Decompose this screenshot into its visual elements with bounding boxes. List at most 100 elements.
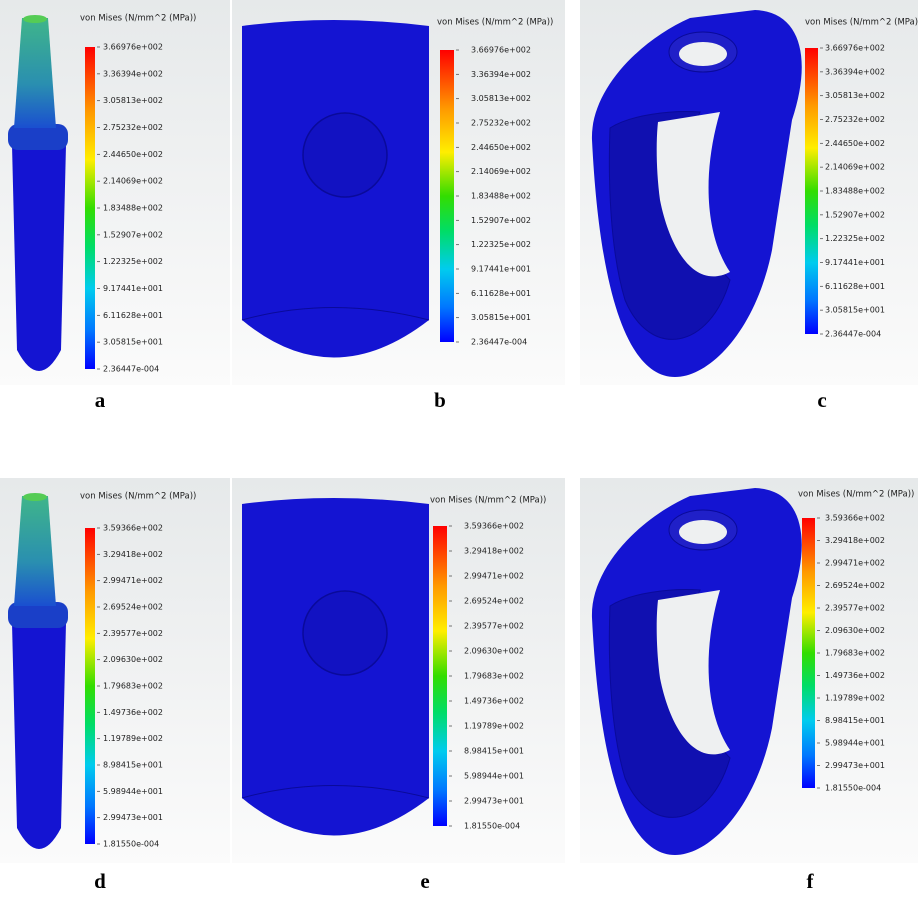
panel: von Mises (N/mm^2 (MPa)) 3.66976e+002 3.36… <box>580 0 918 412</box>
tick-label: 3.59366e+002 <box>103 524 163 533</box>
tick-label: 3.05813e+002 <box>471 94 531 103</box>
tick-label: 1.19789e+002 <box>825 694 885 703</box>
panel: von Mises (N/mm^2 (MPa)) 3.59366e+002 3.29… <box>580 478 918 893</box>
tick-label: 3.29418e+002 <box>103 550 163 559</box>
tick-label: 8.98415e+001 <box>825 716 885 725</box>
tick-label: 2.09630e+002 <box>103 655 163 664</box>
tick-label: 2.14069e+002 <box>103 177 163 186</box>
tick-label: 2.99471e+002 <box>464 572 524 581</box>
tick-label: 2.99471e+002 <box>825 559 885 568</box>
tick-label: 1.22325e+002 <box>103 257 163 266</box>
tick-label: 9.17441e+001 <box>471 265 531 274</box>
tick-label: 1.79683e+002 <box>103 682 163 691</box>
figure: von Mises (N/mm^2 (MPa)) 3.66976e+002 3.36… <box>0 0 918 899</box>
tick-label: 2.99473e+001 <box>103 813 163 822</box>
tick-label: 3.66976e+002 <box>825 44 885 53</box>
legend-title: von Mises (N/mm^2 (MPa)) <box>805 18 918 28</box>
tick-label: 2.39577e+002 <box>825 604 885 613</box>
color-bar <box>440 50 454 342</box>
tick-label: 2.69524e+002 <box>464 597 524 606</box>
tick-label: 2.75232e+002 <box>825 115 885 124</box>
tick-label: 1.81550e-004 <box>103 840 159 849</box>
tick-label: 2.44650e+002 <box>825 139 885 148</box>
tick-label: 3.36394e+002 <box>103 69 163 78</box>
tick-label: 2.69524e+002 <box>825 581 885 590</box>
tick-label: 1.52907e+002 <box>471 216 531 225</box>
body <box>12 623 66 849</box>
tick-label: 3.29418e+002 <box>825 536 885 545</box>
tick-label: 8.98415e+001 <box>103 761 163 770</box>
tick-label: 2.44650e+002 <box>471 143 531 152</box>
tick-label: 1.83488e+002 <box>103 204 163 213</box>
panel: von Mises (N/mm^2 (MPa)) 3.59366e+002 3.29… <box>232 478 565 893</box>
tick-label: 2.36447e-004 <box>825 330 881 339</box>
tick-label: 2.99471e+002 <box>103 576 163 585</box>
tick-label: 9.17441e+001 <box>103 284 163 293</box>
panel-label: b <box>434 388 446 412</box>
legend-title: von Mises (N/mm^2 (MPa)) <box>80 492 196 502</box>
tick-label: 6.11628e+001 <box>471 289 531 298</box>
legend-title: von Mises (N/mm^2 (MPa)) <box>80 14 196 24</box>
color-bar <box>85 47 95 369</box>
tick-label: 1.49736e+002 <box>464 697 524 706</box>
tick-label: 3.05813e+002 <box>825 91 885 100</box>
tick-label: 6.11628e+001 <box>103 311 163 320</box>
tick-label: 2.99473e+001 <box>464 797 524 806</box>
tick-label: 3.05813e+002 <box>103 96 163 105</box>
tick-label: 2.36447e-004 <box>471 338 527 347</box>
tick-label: 1.79683e+002 <box>464 672 524 681</box>
legend-title: von Mises (N/mm^2 (MPa)) <box>798 490 914 500</box>
hole <box>303 113 387 197</box>
top-hole <box>679 42 727 66</box>
panel-label: d <box>94 869 106 893</box>
model <box>242 498 429 836</box>
tick-label: 6.11628e+001 <box>825 282 885 291</box>
legend-title: von Mises (N/mm^2 (MPa)) <box>437 18 553 28</box>
tip-top <box>23 493 47 501</box>
top-hole <box>679 520 727 544</box>
tick-label: 3.59366e+002 <box>464 522 524 531</box>
tick-label: 1.52907e+002 <box>825 210 885 219</box>
tick-label: 1.22325e+002 <box>825 234 885 243</box>
tip-top <box>23 15 47 23</box>
tick-label: 5.98944e+001 <box>464 772 524 781</box>
tick-label: 2.14069e+002 <box>825 163 885 172</box>
color-bar <box>805 48 818 334</box>
tick-label: 1.79683e+002 <box>825 649 885 658</box>
tick-label: 3.66976e+002 <box>471 46 531 55</box>
tick-label: 3.59366e+002 <box>825 514 885 523</box>
tick-label: 5.98944e+001 <box>103 787 163 796</box>
hole <box>303 591 387 675</box>
panel-label: e <box>420 869 429 893</box>
tick-label: 5.98944e+001 <box>825 739 885 748</box>
color-bar <box>85 528 95 844</box>
color-bar <box>433 526 447 826</box>
tick-label: 2.69524e+002 <box>103 603 163 612</box>
tick-label: 2.39577e+002 <box>464 622 524 631</box>
tick-label: 2.09630e+002 <box>825 626 885 635</box>
tick-label: 3.36394e+002 <box>825 67 885 76</box>
model <box>242 20 429 358</box>
tick-label: 2.75232e+002 <box>103 123 163 132</box>
body <box>12 145 66 371</box>
tick-label: 3.05815e+001 <box>471 313 531 322</box>
tick-label: 1.49736e+002 <box>825 671 885 680</box>
panel-label: f <box>807 869 815 893</box>
tick-label: 1.22325e+002 <box>471 240 531 249</box>
tick-label: 1.83488e+002 <box>471 192 531 201</box>
tick-label: 2.99473e+001 <box>825 761 885 770</box>
tick-label: 1.81550e-004 <box>825 784 881 793</box>
panel-label: c <box>817 388 826 412</box>
tick-label: 1.52907e+002 <box>103 230 163 239</box>
tick-label: 2.14069e+002 <box>471 167 531 176</box>
tick-label: 2.75232e+002 <box>471 119 531 128</box>
tick-label: 2.44650e+002 <box>103 150 163 159</box>
color-bar <box>802 518 815 788</box>
panel: von Mises (N/mm^2 (MPa))3.66976e+0023.36… <box>0 0 230 412</box>
tick-label: 8.98415e+001 <box>464 747 524 756</box>
legend-title: von Mises (N/mm^2 (MPa)) <box>430 496 546 506</box>
panel: von Mises (N/mm^2 (MPa))3.66976e+0023.36… <box>232 0 565 412</box>
panel-label: a <box>95 388 106 412</box>
tick-label: 2.09630e+002 <box>464 647 524 656</box>
tick-label: 3.29418e+002 <box>464 547 524 556</box>
